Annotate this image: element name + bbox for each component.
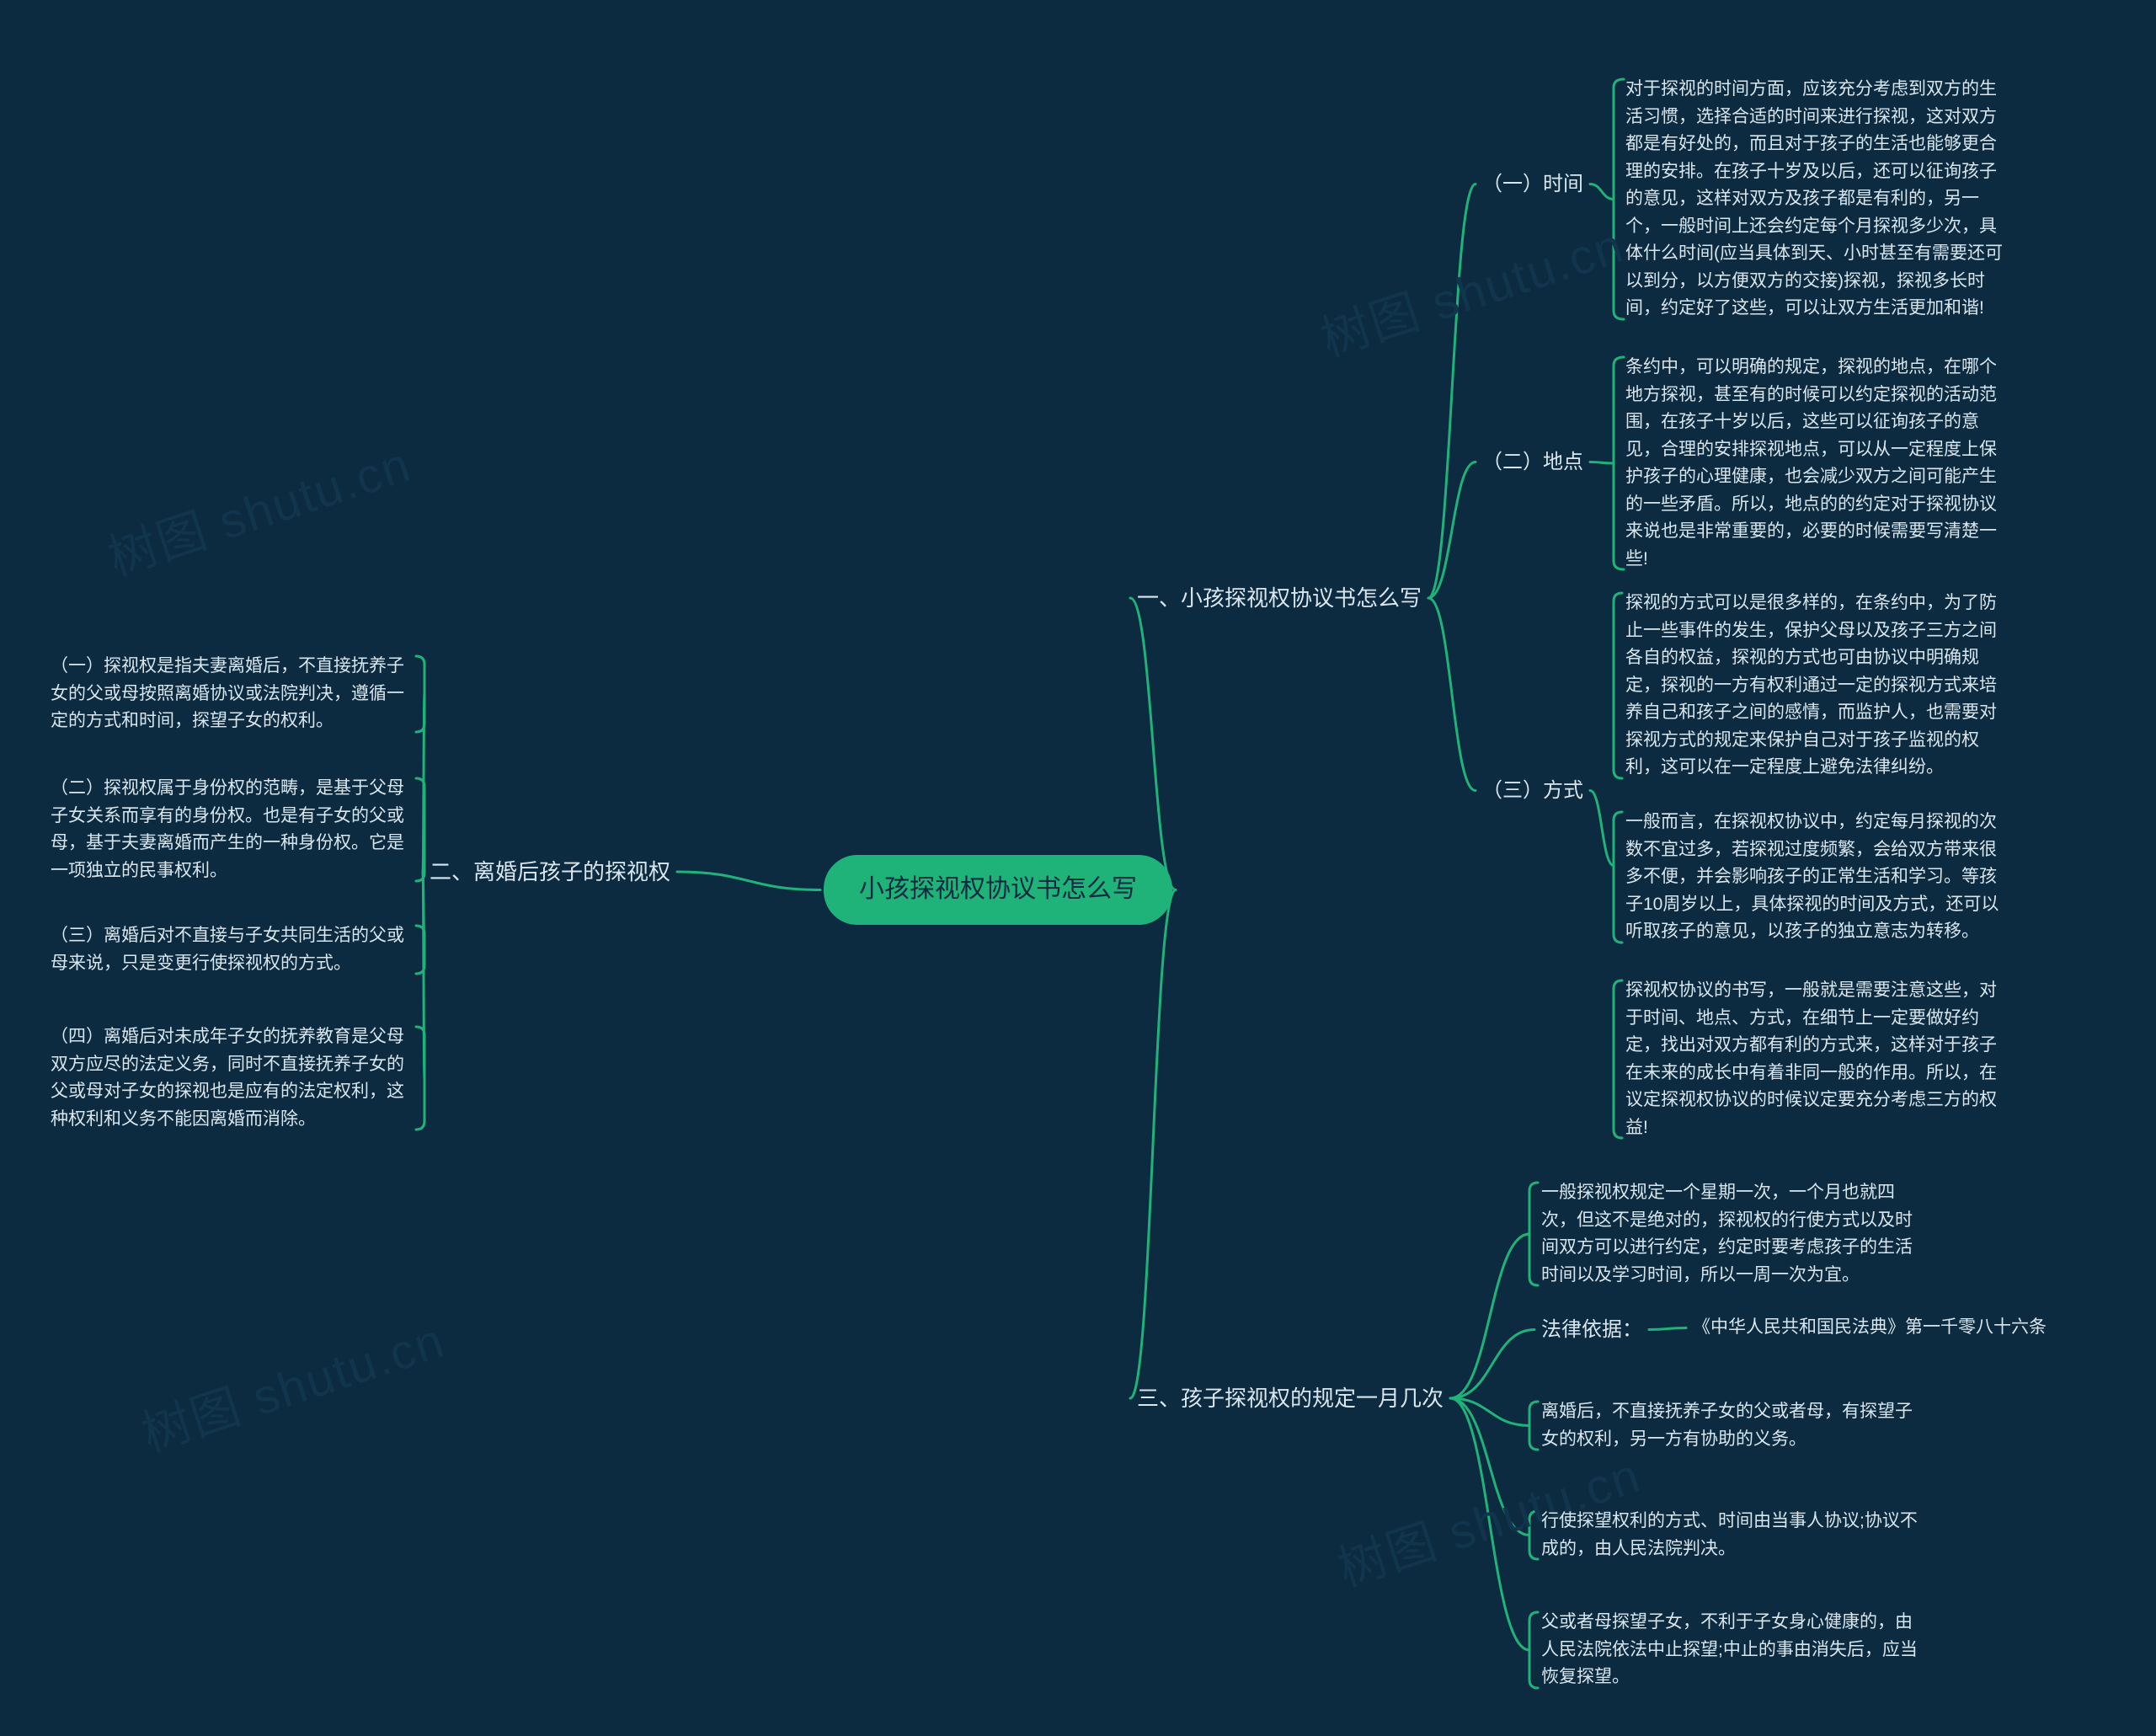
branch-1-sub-3-leaf-3: 探视权协议的书写，一般就是需要注意这些，对于时间、地点、方式，在细节上一定要做好… [1625,977,2013,1141]
branch-3-leaf-1: 一般探视权规定一个星期一次，一个月也就四次，但这不是绝对的，探视权的行使方式以及… [1541,1179,1929,1289]
watermark: 树图 shutu.cn [1310,206,1631,370]
branch-3-leaf-3: 离婚后，不直接抚养子女的父或者母，有探望子女的权利，另一方有协助的义务。 [1541,1398,1929,1453]
branch-1-sub-2-leaf: 条约中，可以明确的规定，探视的地点，在哪个地方探视，甚至有的时候可以约定探视的活… [1625,354,2013,573]
branch-3-law-ref: 《中华人民共和国民法典》第一千零八十六条 [1693,1314,2055,1342]
branch-1-sub-1: （一）时间 [1482,168,1583,200]
center-node: 小孩探视权协议书怎么写 [824,855,1172,925]
branch-2-leaf-1: （一）探视权是指夫妻离婚后，不直接抚养子女的父或母按照离婚协议或法院判决，遵循一… [51,653,413,735]
branch-3-leaf-4: 行使探望权利的方式、时间由当事人协议;协议不成的，由人民法院判决。 [1541,1508,1929,1562]
branch-2-leaf-2: （二）探视权属于身份权的范畴，是基于父母子女关系而享有的身份权。也是有子女的父或… [51,775,413,884]
branch-2-leaf-4: （四）离婚后对未成年子女的抚养教育是父母双方应尽的法定义务，同时不直接抚养子女的… [51,1023,413,1133]
watermark: 树图 shutu.cn [98,425,419,589]
branch-1-sub-3-leaf-1: 探视的方式可以是很多样的，在条约中，为了防止一些事件的发生，保护父母以及孩子三方… [1625,590,2013,782]
branch-1-sub-3-leaf-2: 一般而言，在探视权协议中，约定每月探视的次数不宜过多，若探视过度频繁，会给双方带… [1625,809,2013,946]
mindmap-canvas: 树图 shutu.cn树图 shutu.cn树图 shutu.cn树图 shut… [0,0,2156,1736]
branch-3-lawlabel: 法律依据： [1541,1314,1642,1345]
branch-1-sub-3: （三）方式 [1482,775,1583,806]
branch-3: 三、孩子探视权的规定一月几次 [1137,1381,1444,1415]
branch-1-sub-2: （二）地点 [1482,446,1583,478]
branch-2-leaf-3: （三）离婚后对不直接与子女共同生活的父或母来说，只是变更行使探视权的方式。 [51,922,413,977]
branch-3-leaf-5: 父或者母探望子女，不利于子女身心健康的，由人民法院依法中止探望;中止的事由消失后… [1541,1609,1929,1691]
branch-1-sub-1-leaf: 对于探视的时间方面，应该充分考虑到双方的生活习惯，选择合适的时间来进行探视，这对… [1625,76,2013,323]
branch-1: 一、小孩探视权协议书怎么写 [1137,581,1422,615]
branch-2: 二、离婚后孩子的探视权 [430,855,670,889]
watermark: 树图 shutu.cn [131,1301,452,1465]
